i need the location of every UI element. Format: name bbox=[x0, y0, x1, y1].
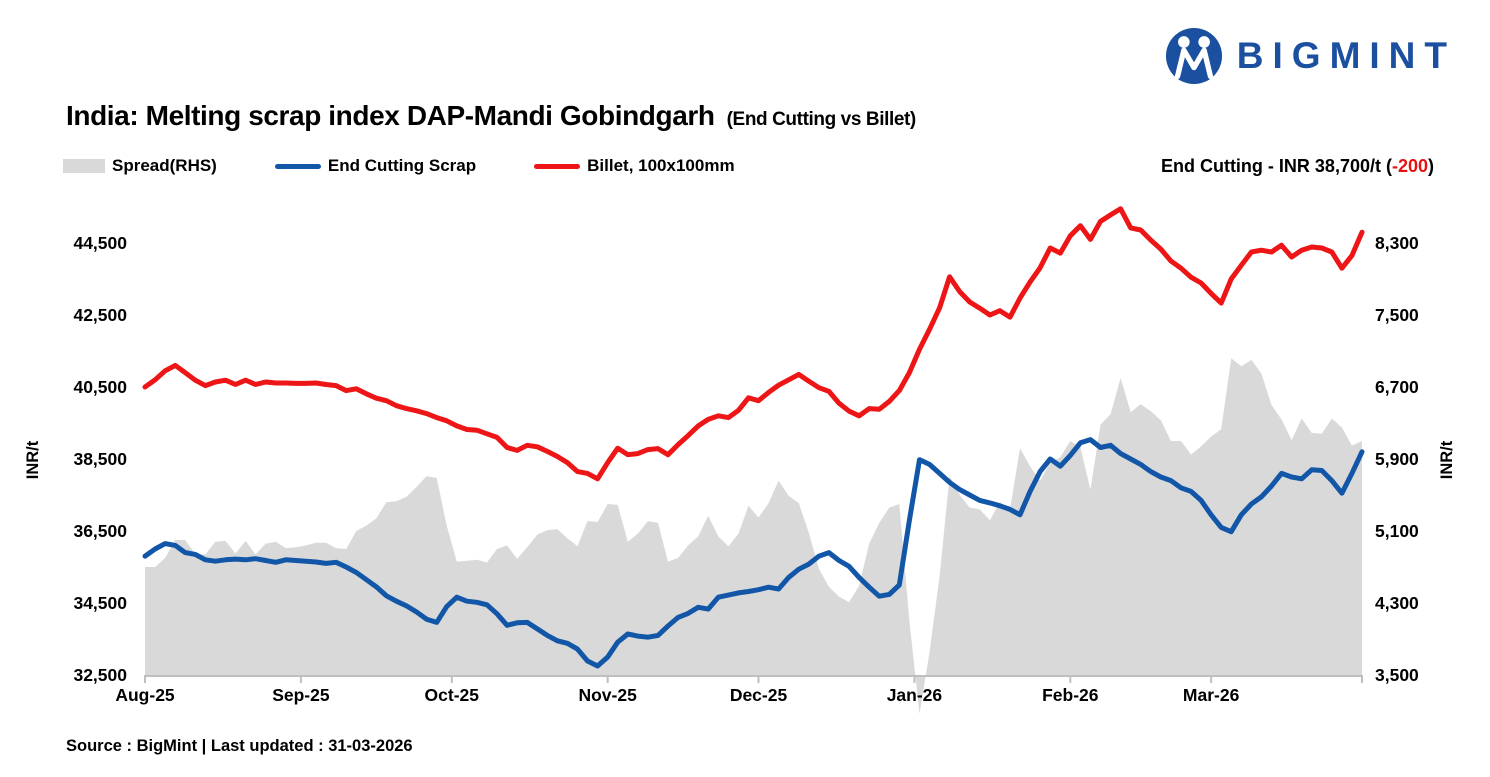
x-axis-tick-label: Mar-26 bbox=[1183, 685, 1240, 705]
left-axis-tick-label: 34,500 bbox=[73, 593, 127, 613]
right-axis-tick-label: 8,300 bbox=[1375, 233, 1419, 253]
x-axis-tick-label: Nov-25 bbox=[578, 685, 637, 705]
legend-label-end-cutting: End Cutting Scrap bbox=[327, 156, 477, 175]
left-axis-tick-label: 42,500 bbox=[73, 305, 127, 325]
source-note: Source : BigMint | Last updated : 31-03-… bbox=[66, 737, 413, 755]
page-subtitle: (End Cutting vs Billet) bbox=[726, 109, 917, 130]
left-axis-tick-label: 40,500 bbox=[73, 377, 127, 397]
chart-header: India: Melting scrap index DAP-Mandi Gob… bbox=[66, 100, 916, 132]
callout-change-value: -200 bbox=[1391, 156, 1428, 176]
callout-prefix: End Cutting - INR 38,700/t ( bbox=[1160, 156, 1392, 176]
x-axis-tick-label: Oct-25 bbox=[425, 685, 480, 705]
billet-line-swatch bbox=[534, 163, 581, 169]
x-axis-tick-label: Feb-26 bbox=[1042, 685, 1099, 705]
right-axis-tick-label: 5,100 bbox=[1375, 521, 1419, 541]
page-title: India: Melting scrap index DAP-Mandi Gob… bbox=[66, 100, 715, 131]
right-axis-tick-label: 5,900 bbox=[1375, 449, 1419, 469]
bigmint-logo: BIGMINT bbox=[1165, 27, 1456, 85]
x-axis-tick-label: Jan-26 bbox=[887, 685, 943, 705]
x-axis-tick-label: Aug-25 bbox=[115, 685, 175, 705]
left-axis-tick-label: 36,500 bbox=[73, 521, 127, 541]
legend-label-billet: Billet, 100x100mm bbox=[587, 156, 735, 175]
left-axis-tick-label: 44,500 bbox=[73, 233, 127, 253]
right-axis-tick-label: 4,300 bbox=[1375, 593, 1419, 613]
x-axis-tick-label: Dec-25 bbox=[730, 685, 788, 705]
spread-area bbox=[145, 358, 1362, 714]
right-axis-tick-label: 6,700 bbox=[1375, 377, 1419, 397]
legend-item-spread: Spread(RHS) bbox=[63, 156, 217, 176]
end-cutting-line-swatch bbox=[274, 163, 321, 169]
legend-item-billet: Billet, 100x100mm bbox=[534, 156, 735, 176]
legend-item-end-cutting: End Cutting Scrap bbox=[274, 156, 477, 176]
left-axis-tick-label: 38,500 bbox=[73, 449, 127, 469]
chart-legend: Spread(RHS) End Cutting Scrap Billet, 10… bbox=[63, 156, 793, 176]
left-axis-tick-label: 32,500 bbox=[73, 665, 127, 685]
end-cutting-scrap-line bbox=[142, 437, 1365, 669]
latest-price-callout: End Cutting - INR 38,700/t (-200) bbox=[1161, 156, 1434, 177]
spread-area-swatch bbox=[63, 159, 105, 173]
right-axis-tick-label: 7,500 bbox=[1375, 305, 1419, 325]
right-axis-title: INR/t bbox=[1438, 440, 1456, 479]
right-axis-tick-label: 3,500 bbox=[1375, 665, 1419, 685]
billet-line bbox=[142, 206, 1365, 482]
bigmint-wordmark: BIGMINT bbox=[1236, 35, 1456, 76]
callout-suffix: ) bbox=[1428, 156, 1434, 176]
bigmint-logo-icon bbox=[1165, 27, 1222, 85]
left-axis-title: INR/t bbox=[24, 440, 42, 479]
legend-label-spread: Spread(RHS) bbox=[112, 156, 217, 175]
x-axis-tick-label: Sep-25 bbox=[272, 685, 330, 705]
